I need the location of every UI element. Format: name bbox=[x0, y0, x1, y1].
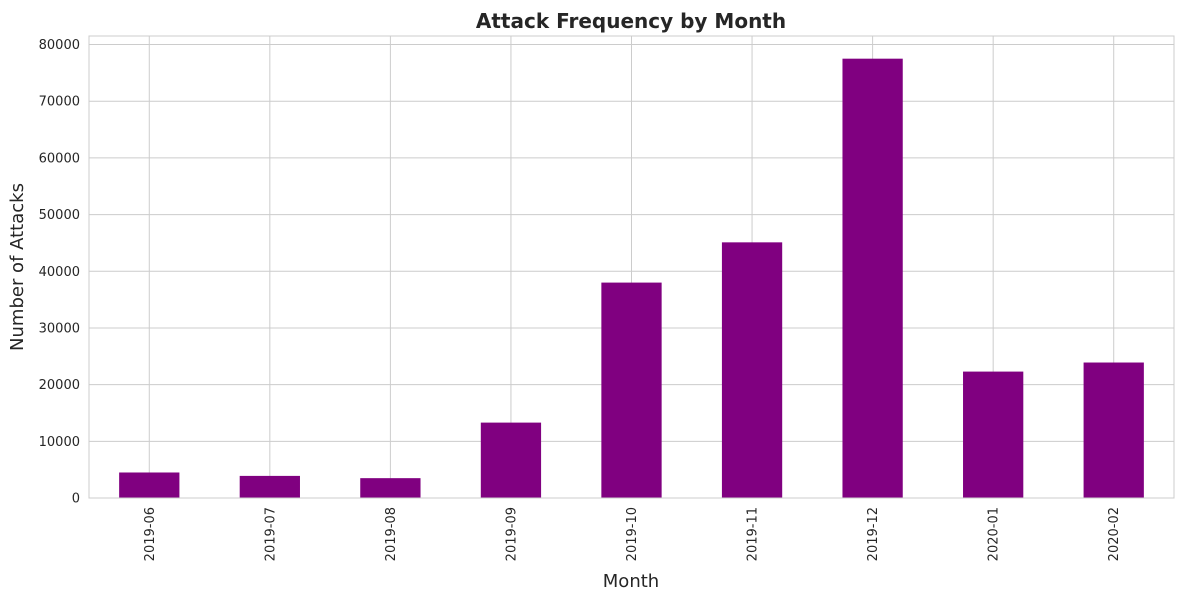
bar-2019-08 bbox=[360, 478, 421, 498]
chart-title: Attack Frequency by Month bbox=[476, 9, 786, 33]
bars bbox=[119, 58, 1144, 499]
x-tick-label: 2019-10 bbox=[625, 507, 640, 561]
y-tick-label: 50000 bbox=[39, 208, 80, 223]
y-tick-label: 0 bbox=[72, 492, 80, 507]
bar-2019-12 bbox=[842, 58, 903, 499]
y-tick-label: 10000 bbox=[39, 435, 80, 450]
y-tick-label: 60000 bbox=[39, 151, 80, 166]
x-tick-label: 2019-12 bbox=[866, 507, 881, 561]
bar-2019-09 bbox=[480, 422, 542, 498]
x-tick-label: 2020-02 bbox=[1107, 507, 1122, 561]
x-axis-label: Month bbox=[603, 571, 659, 592]
y-tick-label: 80000 bbox=[39, 38, 80, 53]
x-tick-label: 2019-11 bbox=[746, 507, 761, 561]
y-tick-label: 30000 bbox=[39, 321, 80, 336]
y-tick-label: 40000 bbox=[39, 265, 80, 280]
bar-2019-07 bbox=[239, 475, 300, 498]
x-tick-label: 2019-06 bbox=[143, 507, 158, 561]
x-axis-ticks: 2019-06 2019-07 2019-08 2019-09 2019-10 2019-… bbox=[143, 507, 1122, 561]
bar-2019-11 bbox=[721, 242, 783, 498]
x-tick-label: 2019-07 bbox=[263, 507, 278, 561]
x-tick-label: 2020-01 bbox=[987, 507, 1002, 561]
bar-2020-01 bbox=[963, 371, 1024, 498]
y-tick-label: 70000 bbox=[39, 95, 80, 110]
y-axis-ticks: 0 10000 20000 30000 40000 50000 60000 70000 8000… bbox=[39, 38, 80, 506]
x-tick-label: 2019-08 bbox=[384, 507, 399, 561]
y-tick-label: 20000 bbox=[39, 378, 80, 393]
x-tick-label: 2019-09 bbox=[504, 507, 519, 561]
y-axis-label: Number of Attacks bbox=[7, 183, 28, 351]
bar-2019-10 bbox=[601, 282, 662, 498]
plot-frame bbox=[88, 35, 1175, 499]
bar-2020-02 bbox=[1083, 362, 1144, 498]
bar-2019-06 bbox=[119, 472, 180, 498]
